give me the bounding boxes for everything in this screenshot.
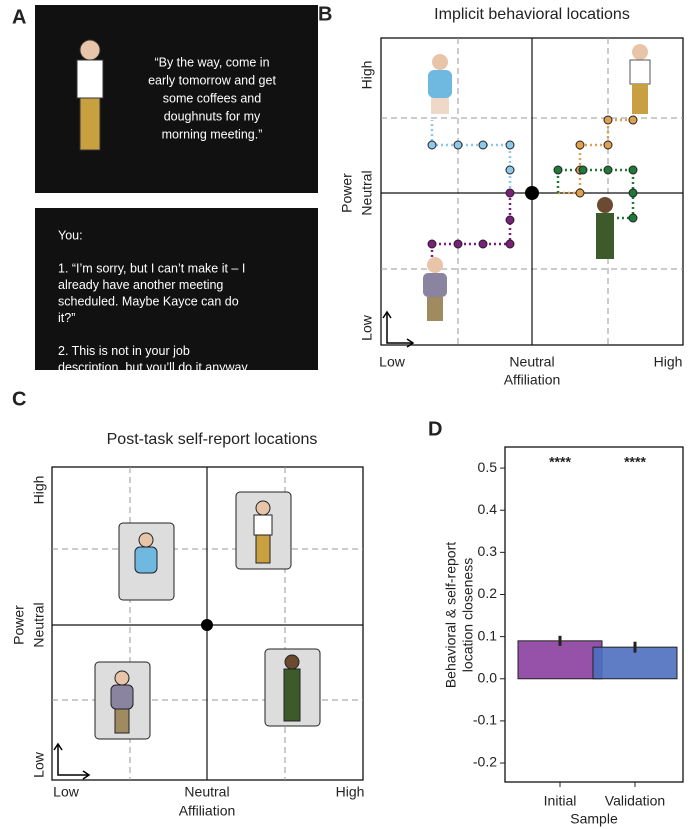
significance-label: **** <box>624 454 646 470</box>
response-line: it?” <box>58 311 75 325</box>
x-high-label: High <box>654 354 683 370</box>
x-axis-label: Affiliation <box>179 803 236 819</box>
y-tick-label: 0.3 <box>478 543 498 559</box>
y-tick-label: 0.5 <box>478 459 498 475</box>
boss-figure <box>76 39 104 151</box>
y-high-label: High <box>31 476 47 505</box>
character-icons <box>423 44 651 321</box>
x-mid-label: Neutral <box>509 354 554 370</box>
panel-label: D <box>428 418 442 440</box>
x-low-label: Low <box>53 784 80 800</box>
x-axis-label: Sample <box>570 811 618 827</box>
response-line: already have another meeting <box>58 278 223 292</box>
response-line: You: <box>58 228 83 242</box>
response-line: 2. This is not in your job <box>58 344 190 358</box>
quote-line: some coffees and <box>163 91 261 105</box>
panel-title: Post-task self-report locations <box>107 431 318 448</box>
x-high-label: High <box>336 784 365 800</box>
x-low-label: Low <box>379 354 406 370</box>
y-axis-label: Power <box>339 173 355 213</box>
y-tick-label: -0.2 <box>473 754 497 770</box>
quote-line: doughnuts for my <box>164 109 261 123</box>
significance-label: **** <box>549 454 571 470</box>
x-tick-label: Validation <box>605 793 665 809</box>
y-tick-label: 0.4 <box>478 501 498 517</box>
panel-label: C <box>12 388 26 410</box>
y-high-label: High <box>359 61 375 90</box>
y-axis-label: location closeness <box>460 558 476 672</box>
y-tick-label: -0.1 <box>473 712 497 728</box>
x-tick-label: Initial <box>544 793 577 809</box>
quote-line: “By the way, come in <box>154 55 269 69</box>
y-tick-label: 0.0 <box>478 669 498 685</box>
y-mid-label: Neutral <box>31 602 47 647</box>
y-tick-label: 0.2 <box>478 585 498 601</box>
x-mid-label: Neutral <box>184 784 229 800</box>
quote-line: morning meeting.” <box>162 127 263 141</box>
corner-arrows <box>382 310 415 348</box>
corner-arrows <box>53 742 91 780</box>
panel-label: B <box>318 3 332 25</box>
bar <box>517 640 603 680</box>
response-line: description, but you’ll do it anyway. <box>58 360 250 374</box>
x-axis-label: Affiliation <box>504 372 561 388</box>
panel-title: Implicit behavioral locations <box>434 6 630 23</box>
y-axis-label: Behavioral & self-report <box>443 542 459 688</box>
y-mid-label: Neutral <box>359 170 375 215</box>
y-low-label: Low <box>31 751 47 778</box>
panel-label: A <box>12 6 26 28</box>
y-tick-label: 0.1 <box>478 627 498 643</box>
character-cards <box>94 491 321 740</box>
response-line: scheduled. Maybe Kayce can do <box>58 294 239 308</box>
quote-line: early tomorrow and get <box>148 73 276 87</box>
response-box <box>35 208 318 370</box>
response-line: 1. “I’m sorry, but I can’t make it – I <box>58 261 245 275</box>
trajectories <box>427 115 638 262</box>
y-low-label: Low <box>359 314 375 341</box>
y-axis-label: Power <box>11 605 27 645</box>
plot-frame <box>504 446 684 783</box>
